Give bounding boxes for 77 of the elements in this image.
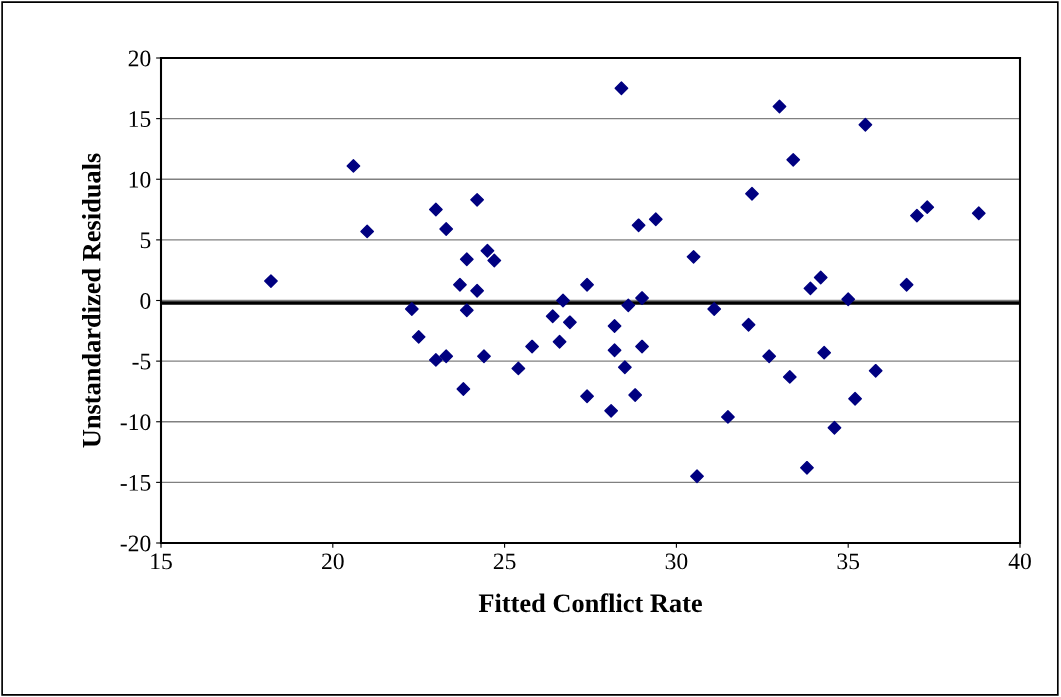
- x-tick-label: 30: [665, 553, 688, 570]
- point: [556, 293, 570, 308]
- point: [562, 315, 577, 330]
- point: [621, 298, 636, 313]
- point: [552, 334, 567, 349]
- point: [470, 283, 485, 298]
- point: [470, 192, 485, 207]
- point: [858, 117, 873, 132]
- point: [453, 277, 467, 292]
- point: [264, 274, 278, 289]
- point: [525, 339, 539, 354]
- point: [803, 281, 818, 296]
- point: [404, 302, 419, 316]
- y-tick-label: -5: [132, 353, 151, 370]
- point: [607, 343, 622, 358]
- point: [827, 420, 842, 435]
- point: [428, 202, 443, 217]
- point: [721, 409, 735, 424]
- x-tick-label: 25: [493, 553, 516, 570]
- point: [580, 277, 594, 292]
- point: [745, 186, 759, 201]
- point: [800, 460, 814, 475]
- point: [813, 270, 828, 285]
- point: [910, 208, 924, 223]
- point: [648, 212, 663, 227]
- x-tick-label: 40: [1008, 553, 1031, 570]
- point: [459, 303, 474, 318]
- point: [604, 403, 619, 418]
- point: [920, 200, 935, 215]
- x-tick-label: 20: [322, 553, 344, 570]
- point: [631, 218, 646, 233]
- point: [580, 389, 594, 404]
- point: [635, 339, 649, 354]
- y-tick-label: -10: [120, 414, 151, 431]
- point: [762, 349, 777, 364]
- point: [690, 469, 704, 484]
- point: [439, 349, 454, 364]
- point: [635, 291, 649, 305]
- point: [899, 277, 914, 292]
- point: [428, 353, 443, 367]
- x-axis-title: Fitted Conflict Rate: [478, 593, 702, 613]
- point: [411, 329, 426, 344]
- point: [459, 252, 474, 267]
- y-tick-label: -15: [120, 474, 151, 491]
- point: [477, 349, 491, 364]
- y-tick-label: -20: [120, 535, 151, 552]
- point: [346, 159, 361, 173]
- point: [817, 345, 832, 360]
- point: [786, 152, 801, 167]
- point: [686, 249, 701, 264]
- y-tick-label: 5: [140, 232, 151, 249]
- y-tick-label: 10: [129, 171, 151, 188]
- x-tick-label: 15: [151, 553, 172, 570]
- point: [617, 360, 632, 375]
- point: [782, 369, 797, 384]
- y-tick-label: 0: [140, 292, 151, 309]
- point: [607, 319, 622, 333]
- point: [628, 388, 643, 402]
- point: [360, 224, 375, 239]
- point: [741, 317, 756, 332]
- point: [868, 363, 883, 378]
- point: [487, 253, 502, 268]
- point: [480, 243, 495, 258]
- point: [439, 222, 454, 236]
- point: [614, 81, 629, 96]
- y-tick-label: 15: [129, 111, 151, 128]
- point: [456, 382, 471, 396]
- x-tick-label: 35: [837, 553, 860, 570]
- point: [772, 99, 787, 114]
- point: [707, 302, 722, 316]
- point: [841, 292, 856, 307]
- point: [545, 309, 560, 324]
- y-axis-title: Unstandardized Residuals: [81, 153, 101, 448]
- point: [848, 391, 862, 406]
- point: [511, 361, 526, 376]
- point: [971, 206, 986, 221]
- y-tick-label: 20: [128, 50, 151, 67]
